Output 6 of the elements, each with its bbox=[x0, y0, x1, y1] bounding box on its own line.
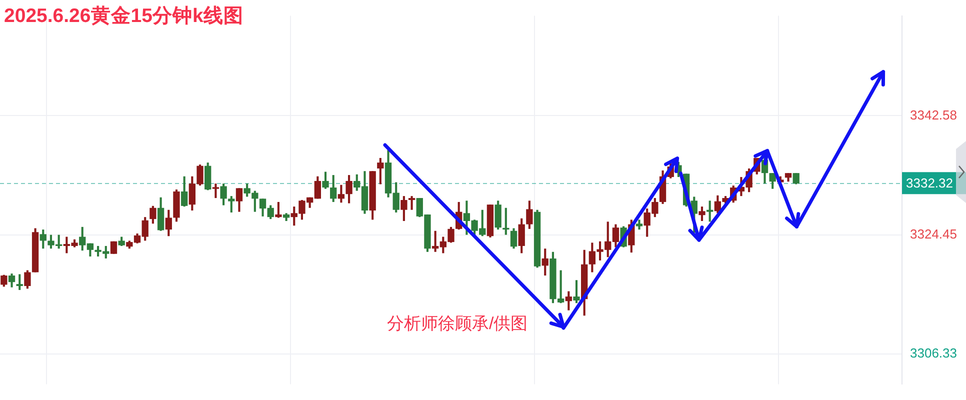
ref-line-label: 3332.32 bbox=[906, 176, 953, 191]
y-tick-label: 3324.45 bbox=[910, 226, 957, 242]
chart-title: 2025.6.26黄金15分钟k线图 bbox=[4, 5, 244, 28]
annotation: 分析师徐顾承/供图 bbox=[387, 314, 528, 334]
y-tick-label: 3306.33 bbox=[910, 345, 957, 360]
y-tick-label: 3342.58 bbox=[910, 107, 957, 122]
